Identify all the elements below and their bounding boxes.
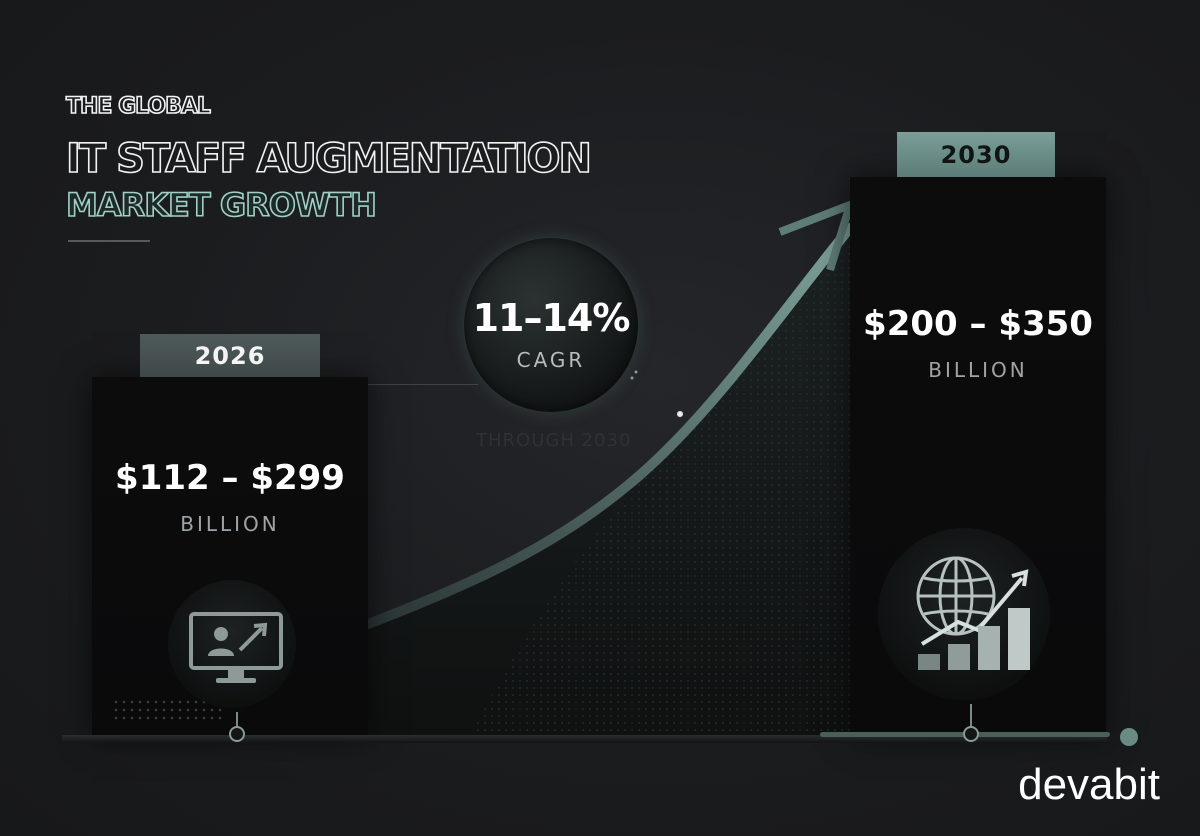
marker-stem-2026 (236, 712, 238, 726)
title-line-3: MARKET GROWTH (65, 185, 377, 225)
through-label: THROUGH 2030 (476, 430, 632, 451)
cagr-value: 11–14% (472, 296, 631, 340)
globe-bar-chart-icon (916, 556, 1030, 670)
title-line-2: IT STAFF AUGMENTATION (65, 135, 593, 183)
title-divider (68, 240, 150, 242)
year-tab-2026: 2026 (140, 334, 320, 377)
value-2026: $112 – $299 (115, 458, 345, 498)
cagr-label: CAGR (516, 348, 586, 372)
marker-stem-2030 (970, 704, 972, 726)
dot-pattern (112, 698, 222, 722)
monitor-user-growth-icon (189, 612, 283, 683)
year-tab-2030: 2030 (897, 132, 1055, 177)
timeline-marker-2030 (963, 726, 979, 742)
cagr-badge (463, 237, 639, 413)
timeline-marker-2026 (229, 726, 245, 742)
unit-2030: BILLION (928, 358, 1028, 382)
title-line-1: THE GLOBAL (65, 93, 212, 120)
timeline-baseline (62, 735, 1107, 743)
value-2030: $200 – $350 (863, 304, 1093, 344)
cagr-connector-line (368, 384, 478, 385)
unit-2026: BILLION (180, 512, 280, 536)
brand-logo: devabit (1018, 760, 1160, 809)
timeline-end-dot (1120, 728, 1138, 746)
